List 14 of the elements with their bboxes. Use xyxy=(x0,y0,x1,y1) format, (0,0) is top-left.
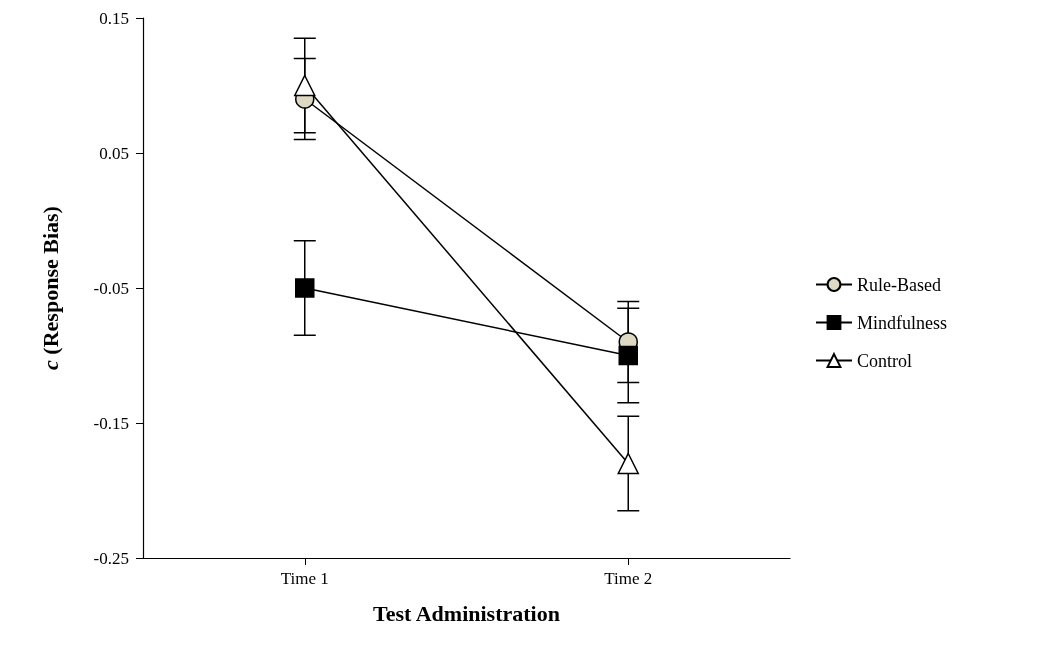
point xyxy=(295,278,315,298)
y-tick-label: 0.15 xyxy=(99,8,129,28)
y-tick-label: -0.15 xyxy=(93,413,129,433)
y-tick-label: -0.25 xyxy=(93,548,129,568)
y-tick-label: 0.05 xyxy=(99,143,129,163)
x-tick-label: Time 2 xyxy=(604,569,653,588)
y-axis-title: c (Response Bias) xyxy=(37,206,63,370)
point xyxy=(618,345,638,366)
legend-label: Control xyxy=(857,350,913,371)
legend-label: Rule-Based xyxy=(857,274,941,295)
x-axis-title: Test Administration xyxy=(373,600,560,626)
y-tick-label: -0.05 xyxy=(93,278,129,298)
x-tick-label: Time 1 xyxy=(280,569,329,588)
legend-label: Mindfulness xyxy=(857,312,947,333)
